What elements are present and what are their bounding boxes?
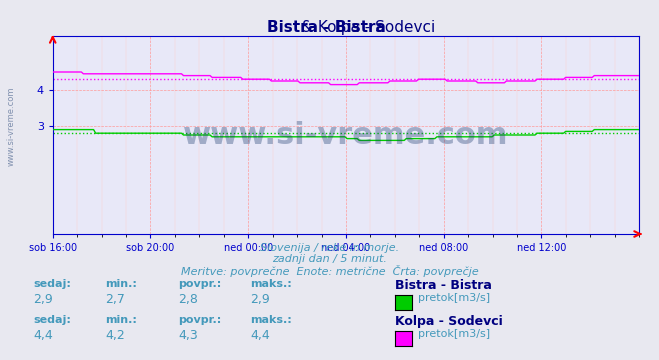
Text: min.:: min.: [105, 279, 137, 289]
Text: 4,2: 4,2 [105, 329, 125, 342]
Text: & Kolpa - Sodevci: & Kolpa - Sodevci [223, 20, 436, 35]
Text: sedaj:: sedaj: [33, 315, 71, 325]
Text: Slovenija / reke in morje.: Slovenija / reke in morje. [260, 243, 399, 253]
Text: min.:: min.: [105, 315, 137, 325]
Text: Meritve: povprečne  Enote: metrične  Črta: povprečje: Meritve: povprečne Enote: metrične Črta:… [181, 265, 478, 276]
Text: zadnji dan / 5 minut.: zadnji dan / 5 minut. [272, 254, 387, 264]
Text: Bistra - Bistra: Bistra - Bistra [268, 20, 391, 35]
Text: 2,7: 2,7 [105, 293, 125, 306]
Text: maks.:: maks.: [250, 315, 292, 325]
Text: 2,9: 2,9 [33, 293, 53, 306]
Text: 2,8: 2,8 [178, 293, 198, 306]
Text: Kolpa - Sodevci: Kolpa - Sodevci [395, 315, 503, 328]
Text: pretok[m3/s]: pretok[m3/s] [418, 329, 490, 339]
Text: 4,4: 4,4 [33, 329, 53, 342]
Text: www.si-vreme.com: www.si-vreme.com [7, 86, 16, 166]
Text: 4,3: 4,3 [178, 329, 198, 342]
Text: povpr.:: povpr.: [178, 279, 221, 289]
Text: 2,9: 2,9 [250, 293, 270, 306]
Text: Bistra - Bistra: Bistra - Bistra [395, 279, 492, 292]
Text: pretok[m3/s]: pretok[m3/s] [418, 293, 490, 303]
Text: maks.:: maks.: [250, 279, 292, 289]
Text: sedaj:: sedaj: [33, 279, 71, 289]
Text: povpr.:: povpr.: [178, 315, 221, 325]
Text: www.si-vreme.com: www.si-vreme.com [183, 121, 509, 149]
Text: 4,4: 4,4 [250, 329, 270, 342]
